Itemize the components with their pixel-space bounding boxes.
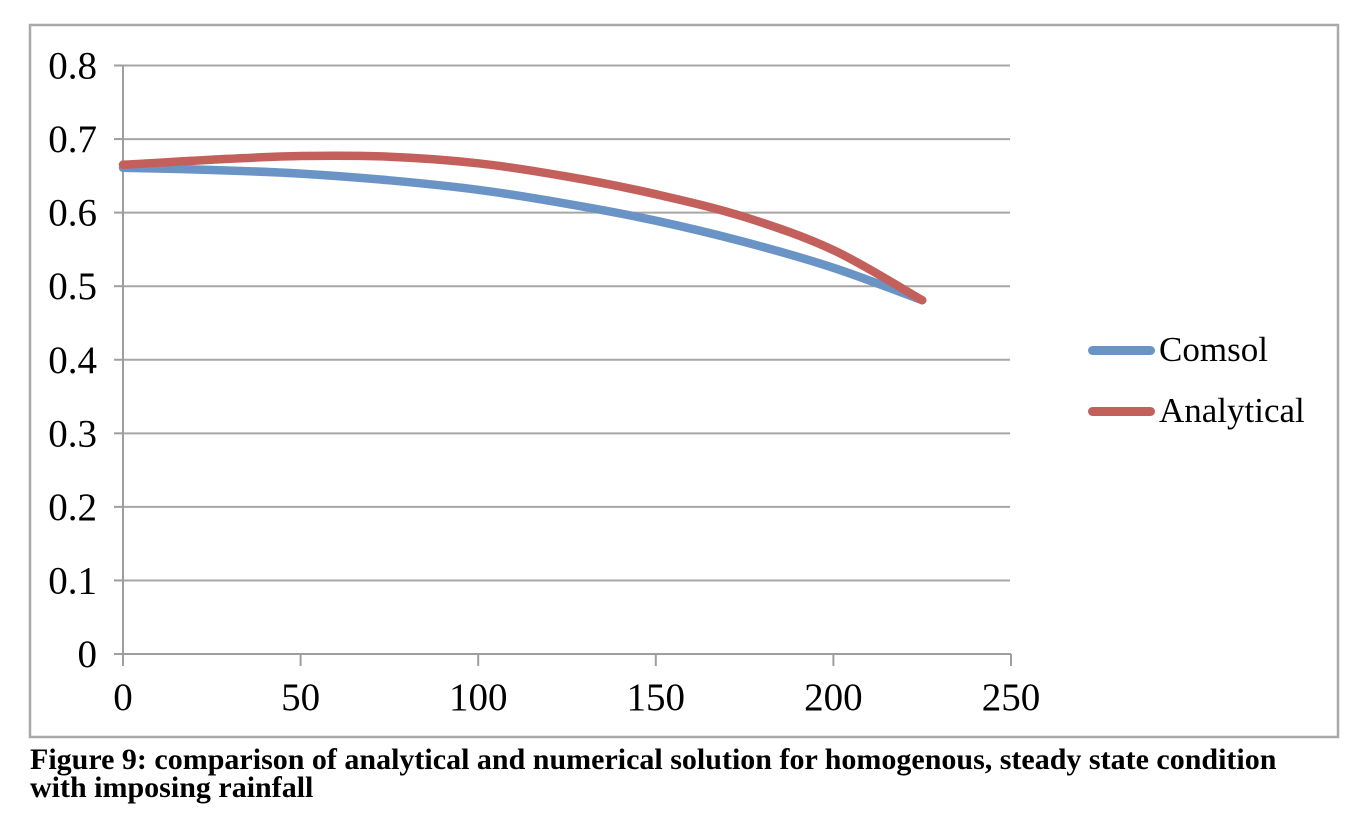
y-tick-label: 0.4 [48,339,97,382]
series-line-comsol [118,163,927,305]
figure-caption-line-1: Figure 9: comparison of analytical and n… [30,743,1277,776]
series-line-analytical [118,151,927,305]
y-tick-label: 0.1 [48,559,97,602]
x-tick-label: 250 [982,676,1041,719]
chart-legend: Comsol Analytical [1088,328,1305,433]
y-tick-label: 0.7 [48,118,97,161]
x-tick-label: 150 [627,676,686,719]
legend-line-swatch-comsol [1088,345,1155,355]
y-tick-label: 0.5 [48,265,97,308]
x-tick-label: 200 [804,676,863,719]
x-tick-label: 0 [113,676,133,719]
x-tick-label: 50 [281,676,320,719]
figure-caption-line-2: with imposing rainfall [30,771,314,804]
y-tick-label: 0.2 [48,486,97,529]
y-tick-label: 0.8 [48,45,97,88]
x-tick-label: 100 [449,676,508,719]
legend-item-comsol: Comsol [1088,328,1305,372]
y-tick-label: 0.3 [48,412,97,455]
chart-frame-border [28,23,1340,739]
legend-line-swatch-analytical [1088,406,1155,416]
y-tick-label: 0 [78,633,98,676]
y-tick-label: 0.6 [48,192,97,235]
legend-item-analytical: Analytical [1088,389,1305,433]
legend-label-analytical: Analytical [1159,391,1305,430]
figure-caption: Figure 9: comparison of analytical and n… [30,743,1360,804]
legend-label-comsol: Comsol [1159,330,1268,369]
